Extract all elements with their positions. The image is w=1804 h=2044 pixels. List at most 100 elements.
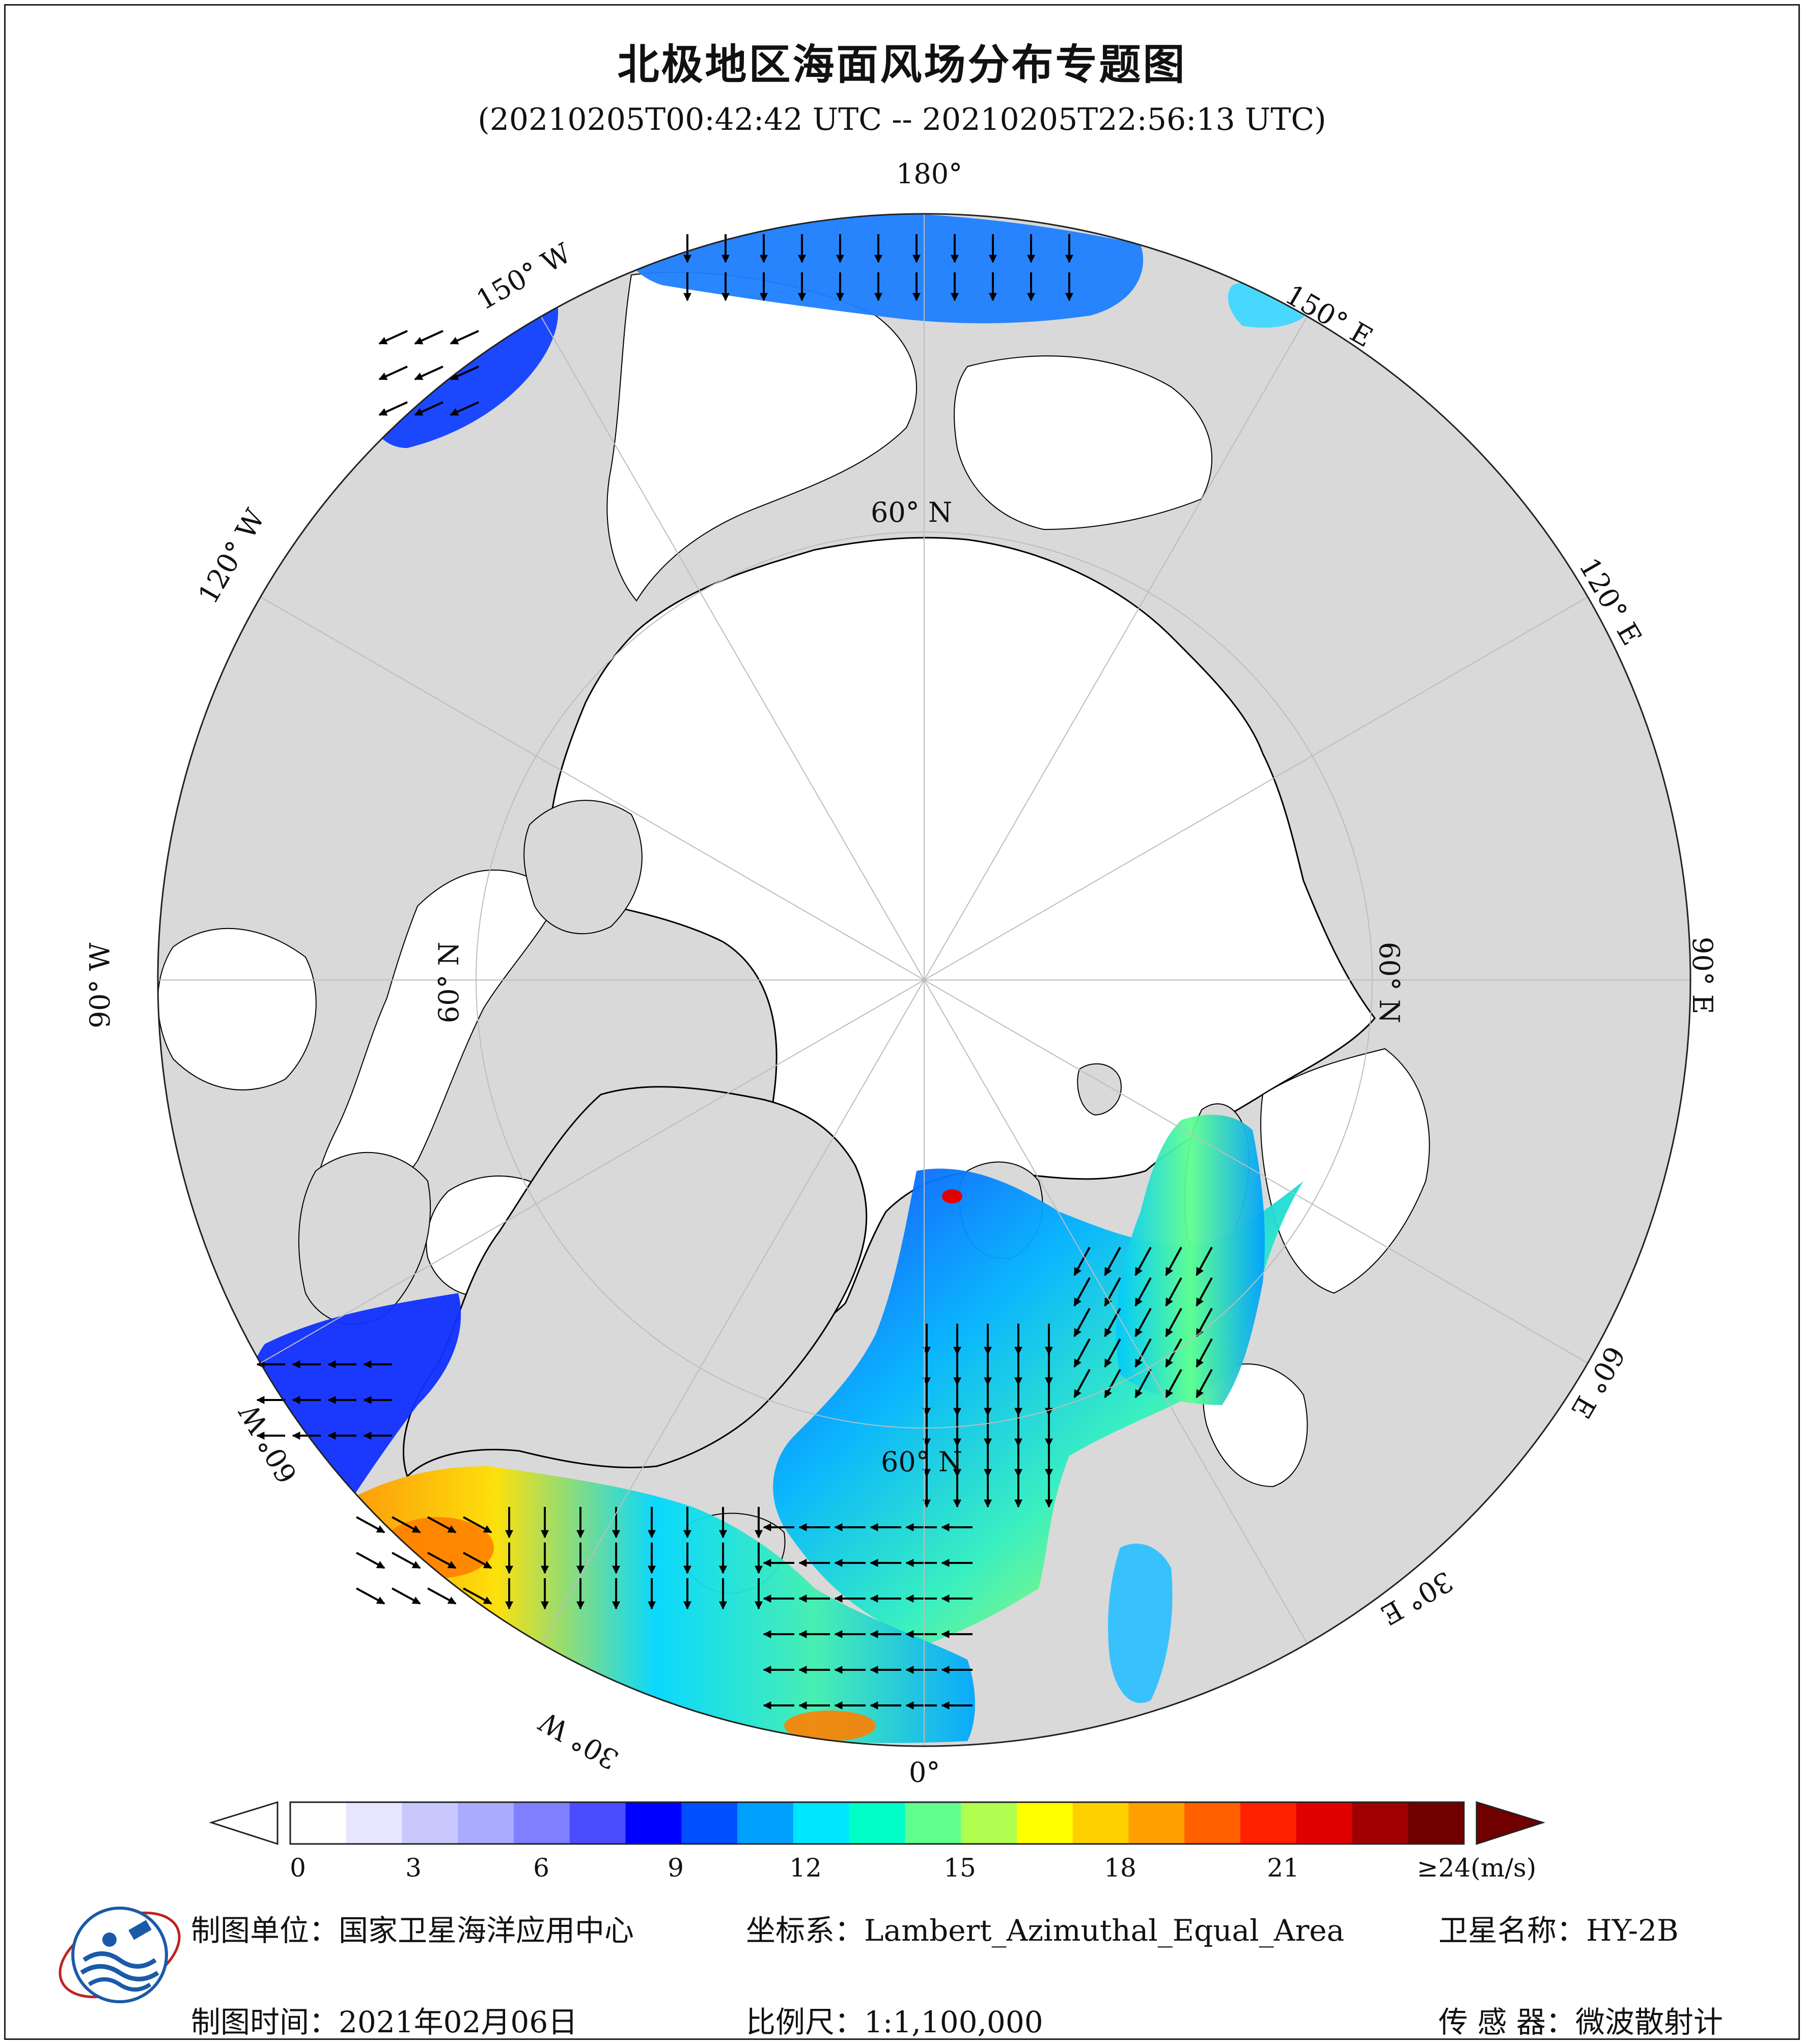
lon-label-120w: 120° W: [192, 503, 271, 609]
kara-sea-ice: [1260, 1048, 1430, 1294]
wind-arrow: [414, 401, 443, 416]
wind-arrow: [1134, 1338, 1152, 1368]
wind-arrow: [1165, 1247, 1182, 1276]
colorbar-cell: [1352, 1802, 1409, 1844]
lat-label-right: 60° N: [1373, 942, 1405, 1023]
colorbar-cell: [569, 1802, 626, 1844]
meridian-line: [260, 979, 925, 1364]
wind-arrow: [427, 1516, 457, 1533]
wind-arrow: [1196, 1308, 1213, 1337]
wind-arrow: [1073, 1338, 1091, 1368]
colorbar-cell: [1016, 1802, 1073, 1844]
hudson-bay-ice: [158, 928, 317, 1090]
wind-arrow: [414, 330, 443, 345]
lon-label-180: 180°: [896, 158, 962, 190]
page-frame: [4, 4, 1800, 2040]
high-wind-spot-denmark-strait: [382, 1517, 494, 1578]
colorbar-tick-6: 6: [533, 1853, 549, 1883]
wind-arrow: [450, 401, 479, 416]
colorbar-tick-18: 18: [1104, 1853, 1136, 1883]
colorbar: [209, 1801, 1545, 1845]
lon-label-90e: 90° E: [1686, 937, 1718, 1014]
lat-label-left: 60° N: [433, 942, 465, 1023]
wind-arrow: [463, 1516, 492, 1533]
footer-satellite-label: 卫星名称：: [1438, 1913, 1587, 1948]
colorbar-max-arrow: [1476, 1801, 1545, 1845]
wind-arrow: [1134, 1277, 1152, 1307]
wind-arrow: [1073, 1247, 1091, 1276]
wind-arrow: [1104, 1369, 1121, 1398]
wind-arrow: [1134, 1247, 1152, 1276]
wind-arrow: [1073, 1369, 1091, 1398]
wind-arrow: [392, 1552, 421, 1569]
colorbar-cell: [346, 1802, 403, 1844]
meridian-line: [924, 596, 1588, 981]
wind-arrow: [463, 1587, 492, 1605]
footer-satellite: 卫星名称：HY-2B: [1438, 1907, 1679, 1949]
wind-swath-barents-sea: [1116, 1114, 1265, 1405]
wind-arrow: [463, 1552, 492, 1569]
wind-arrow: [356, 1587, 385, 1605]
footer-date-value: 2021年02月06日: [339, 2005, 578, 2039]
footer-scale-value: 1:1,100,000: [864, 2005, 1043, 2039]
colorbar-frame: [289, 1801, 1465, 1845]
colorbar-cell: [458, 1802, 515, 1844]
wind-arrow: [1104, 1247, 1121, 1276]
franz-josef-land: [1077, 1063, 1122, 1116]
footer-unit-label: 制图单位：: [191, 1913, 339, 1948]
colorbar-cells: [290, 1802, 1464, 1844]
lon-label-90w: 90° W: [84, 942, 116, 1028]
footer-coord: 坐标系：Lambert_Azimuthal_Equal_Area: [746, 1907, 1344, 1949]
footer-sensor-label: 传 感 器：: [1438, 2005, 1575, 2039]
high-wind-spot-svalbard: [942, 1189, 962, 1203]
greenland: [403, 1086, 868, 1478]
colorbar-cell: [681, 1802, 738, 1844]
ellesmere-island: [523, 800, 643, 934]
wind-arrow: [356, 1552, 385, 1569]
colorbar-cell: [1296, 1802, 1353, 1844]
nsoas-logo: [59, 1907, 181, 2003]
wind-arrow: [392, 1587, 421, 1605]
wind-arrow: [1196, 1277, 1213, 1307]
colorbar-cell: [1240, 1802, 1297, 1844]
wind-arrow: [427, 1587, 457, 1605]
wind-arrow: [1165, 1369, 1182, 1398]
colorbar-cell: [849, 1802, 906, 1844]
wind-arrow: [1134, 1369, 1152, 1398]
colorbar-tick-24: ≥24(m/s): [1417, 1853, 1537, 1883]
wind-arrow: [1134, 1308, 1152, 1337]
wind-arrow: [356, 1516, 385, 1533]
footer-date: 制图时间：2021年02月06日: [191, 1998, 577, 2041]
meridian-line: [924, 979, 1308, 1644]
colorbar-tick-0: 0: [290, 1853, 306, 1883]
footer-satellite-value: HY-2B: [1586, 1913, 1679, 1948]
wind-arrow: [1196, 1338, 1213, 1368]
wind-arrow: [378, 366, 408, 380]
footer-sensor-value: 微波散射计: [1575, 2005, 1723, 2039]
lat-label-top: 60° N: [871, 496, 952, 528]
high-wind-spot-north-sea: [784, 1711, 876, 1741]
map-disc-border: [157, 213, 1691, 1747]
meridian-line: [260, 596, 925, 981]
colorbar-tick-12: 12: [789, 1853, 822, 1883]
colorbar-cell: [905, 1802, 962, 1844]
colorbar-tick-15: 15: [943, 1853, 976, 1883]
wind-arrow: [1073, 1277, 1091, 1307]
colorbar-tick-3: 3: [405, 1853, 422, 1883]
lon-label-30w: 30° W: [534, 1705, 624, 1776]
wind-swath-chukchi-sea: [627, 214, 1143, 323]
wind-arrow: [1104, 1308, 1121, 1337]
map-title: 北极地区海面风场分布专题图: [617, 41, 1187, 89]
meridian-line: [924, 979, 1588, 1364]
lon-label-150w: 150° W: [471, 237, 577, 316]
footer-coord-value: Lambert_Azimuthal_Equal_Area: [864, 1913, 1345, 1948]
wind-arrow: [414, 366, 443, 380]
graticule: [158, 214, 1690, 1746]
lon-label-0: 0°: [909, 1756, 940, 1788]
footer-date-label: 制图时间：: [191, 2005, 339, 2039]
wind-arrow: [1165, 1277, 1182, 1307]
footer-unit: 制图单位：国家卫星海洋应用中心: [191, 1907, 634, 1949]
colorbar-cell: [290, 1802, 347, 1844]
wind-arrow: [1104, 1338, 1121, 1368]
footer-unit-value: 国家卫星海洋应用中心: [339, 1913, 634, 1948]
